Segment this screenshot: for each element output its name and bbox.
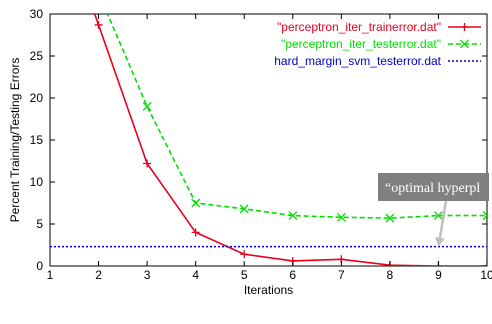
data-point bbox=[336, 212, 346, 222]
y-tick-label: 15 bbox=[30, 133, 44, 147]
data-point bbox=[385, 213, 395, 223]
series-line bbox=[93, 14, 487, 266]
data-point bbox=[240, 250, 249, 259]
x-tick-label: 7 bbox=[338, 268, 345, 282]
data-point bbox=[482, 211, 487, 221]
x-tick-label: 1 bbox=[47, 268, 54, 282]
x-tick-label: 3 bbox=[144, 268, 151, 282]
legend-label: hard_margin_svm_testerror.dat bbox=[274, 54, 441, 68]
y-tick-label: 25 bbox=[30, 49, 44, 63]
y-axis-label: Percent Training/Testing Errors bbox=[8, 58, 22, 223]
data-point bbox=[94, 20, 103, 29]
x-tick-label: 9 bbox=[435, 268, 442, 282]
y-tick-label: 20 bbox=[30, 91, 44, 105]
y-tick-label: 5 bbox=[36, 217, 43, 231]
x-tick-label: 8 bbox=[387, 268, 394, 282]
annotation-arrowhead bbox=[434, 236, 445, 247]
series-layer bbox=[50, 14, 487, 266]
x-tick-label: 6 bbox=[289, 268, 296, 282]
data-point bbox=[460, 39, 469, 49]
data-point bbox=[460, 23, 469, 31]
x-tick-label: 4 bbox=[192, 268, 199, 282]
legend-label: "perceptron_iter_testerror.dat" bbox=[281, 37, 441, 51]
x-tick-label: 10 bbox=[480, 268, 492, 282]
series-1 bbox=[93, 14, 487, 266]
data-point bbox=[433, 211, 443, 221]
x-tick-label: 5 bbox=[241, 268, 248, 282]
annotation-text: “optimal hyperpl bbox=[385, 181, 480, 196]
data-point bbox=[191, 198, 201, 208]
annotation-arrow bbox=[438, 200, 448, 241]
series-2 bbox=[106, 14, 487, 223]
data-point bbox=[191, 228, 200, 237]
ticks-layer: 1 2 3 4 5 6 7 8 9 10 0 5 10 15 20 25 30 bbox=[30, 7, 492, 282]
x-tick-label: 2 bbox=[95, 268, 102, 282]
y-tick-label: 10 bbox=[30, 175, 44, 189]
data-point bbox=[239, 204, 249, 214]
data-point bbox=[288, 211, 298, 221]
annotation-box bbox=[378, 173, 489, 201]
legend: "perceptron_iter_trainerror.dat" "percept… bbox=[274, 20, 481, 68]
data-point bbox=[142, 101, 152, 111]
y-tick-label: 30 bbox=[30, 7, 44, 21]
data-point bbox=[143, 159, 152, 168]
y-tick-label: 0 bbox=[36, 259, 43, 273]
annotation: “optimal hyperpl bbox=[378, 173, 489, 247]
legend-label: "perceptron_iter_trainerror.dat" bbox=[277, 20, 441, 34]
x-axis-label: Iterations bbox=[244, 283, 293, 297]
series-line bbox=[106, 14, 487, 219]
